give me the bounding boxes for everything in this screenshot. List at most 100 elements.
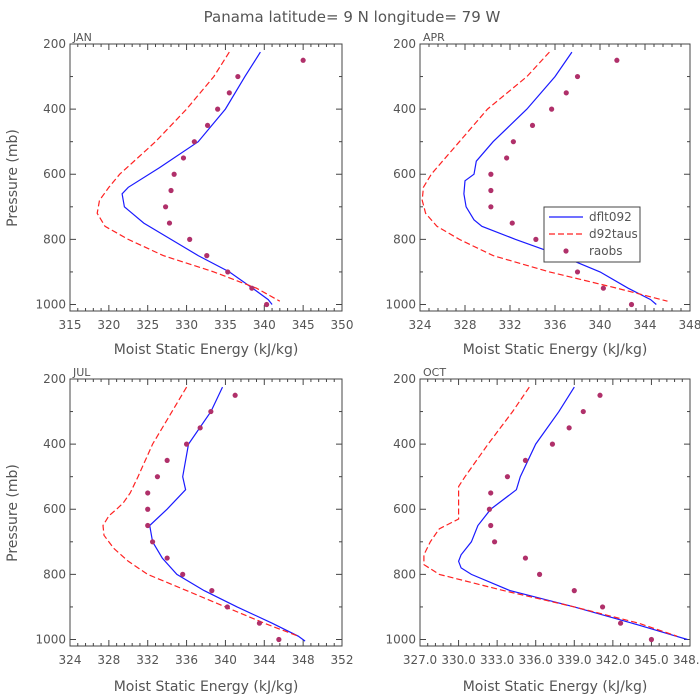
- raobs-point: [197, 425, 203, 431]
- raobs-point: [180, 571, 186, 577]
- raobs-point: [209, 588, 215, 594]
- panel-jan: JAN 315 320 325 330 335 340 345 350 200 400 600 800…: [5, 31, 353, 358]
- raobs-point: [145, 522, 151, 529]
- dflt092-line: [463, 51, 657, 305]
- legend: dflt092 d92taus raobs: [543, 206, 641, 263]
- raobs-point: [154, 474, 161, 480]
- raobs-point: [180, 155, 187, 161]
- tick-layer: 327.0 330.0 333.0 336.0 339.0 342.0 345.0 348.0…: [385, 372, 700, 667]
- raobs-point: [522, 457, 529, 464]
- raobs-point: [145, 506, 151, 512]
- series-layer: [96, 51, 306, 308]
- panel-apr: APR 324 328 332 336 340 344 348 200 400 600 800 100…: [385, 31, 700, 358]
- plot-frame: [69, 43, 343, 312]
- x-tick-label: 328: [97, 653, 120, 667]
- legend-swatch-raobs: [563, 248, 569, 254]
- y-axis-label: Pressure (mb): [5, 464, 21, 562]
- raobs-point: [224, 604, 230, 610]
- d92taus-line: [96, 51, 281, 302]
- plot-frame: [419, 378, 691, 647]
- x-axis-label: Moist Static Energy (kJ/kg): [114, 679, 299, 695]
- y-tick-label: 1000: [35, 297, 66, 311]
- y-tick-label: 600: [43, 502, 66, 516]
- d92taus-line: [423, 386, 678, 637]
- d92taus-line: [102, 386, 299, 637]
- x-tick-label: 332: [136, 653, 159, 667]
- legend-label-raobs: raobs: [589, 244, 623, 258]
- raobs-point: [563, 90, 569, 96]
- raobs-point: [580, 408, 586, 415]
- raobs-point: [187, 236, 193, 242]
- raobs-point: [486, 506, 493, 512]
- x-tick-label: 320: [97, 318, 120, 332]
- raobs-point: [145, 490, 151, 496]
- raobs-point: [166, 220, 173, 226]
- x-tick-label: 348.0: [673, 653, 700, 667]
- x-tick-label: 344: [253, 653, 276, 667]
- raobs-point: [488, 204, 494, 210]
- raobs-point: [226, 90, 232, 96]
- panel-title: JAN: [72, 31, 92, 44]
- raobs-point: [183, 441, 190, 447]
- y-tick-label: 800: [393, 232, 416, 246]
- raobs-point: [488, 490, 494, 496]
- dflt092-line: [149, 386, 306, 642]
- x-tick-label: 325: [136, 318, 159, 332]
- x-tick-label: 344: [634, 318, 657, 332]
- y-tick-label: 1000: [35, 632, 66, 646]
- raobs-point: [549, 441, 556, 447]
- x-axis-label: Moist Static Energy (kJ/kg): [463, 342, 648, 358]
- y-tick-label: 800: [43, 567, 66, 581]
- y-tick-label: 800: [43, 232, 66, 246]
- y-tick-label: 200: [393, 372, 416, 386]
- raobs-point: [208, 408, 214, 415]
- raobs-point: [574, 269, 581, 275]
- x-tick-label: 348: [679, 318, 700, 332]
- raobs-point: [225, 269, 231, 275]
- raobs-point: [504, 474, 511, 480]
- x-tick-label: 340: [589, 318, 612, 332]
- x-tick-label: 324: [59, 653, 82, 667]
- x-tick-label: 330: [175, 318, 198, 332]
- x-tick-label: 336.0: [519, 653, 553, 667]
- x-tick-label: 333.0: [480, 653, 514, 667]
- raobs-point: [522, 555, 529, 561]
- x-tick-label: 345.0: [634, 653, 668, 667]
- raobs-point: [215, 106, 221, 112]
- raobs-point: [162, 204, 169, 210]
- panel-title: OCT: [423, 366, 446, 379]
- raobs-point: [164, 555, 170, 561]
- raobs-point: [171, 171, 177, 177]
- raobs-point: [264, 301, 270, 308]
- x-tick-label: 340: [214, 653, 237, 667]
- panel-title: JUL: [72, 366, 91, 379]
- x-tick-label: 342.0: [596, 653, 630, 667]
- x-tick-label: 328: [454, 318, 477, 332]
- y-tick-label: 600: [393, 167, 416, 181]
- x-tick-label: 324: [409, 318, 432, 332]
- panel-jul: JUL 324 328 332 336 340 344 348 352 200 400 600 800…: [5, 366, 353, 695]
- y-tick-label: 600: [43, 167, 66, 181]
- x-tick-label: 340: [253, 318, 276, 332]
- raobs-point: [488, 187, 494, 194]
- tick-layer: 324 328 332 336 340 344 348 200 400 600 800 1000: [385, 37, 700, 332]
- plot-frame: [69, 378, 343, 647]
- panel-oct: OCT 327.0 330.0 333.0 336.0 339.0 342.0 345.0 3…: [385, 366, 700, 695]
- raobs-point: [628, 301, 635, 308]
- y-tick-label: 400: [393, 437, 416, 451]
- y-tick-label: 400: [393, 102, 416, 116]
- plot-frame: [419, 43, 691, 312]
- tick-layer: 324 328 332 336 340 344 348 352 200 400 600 800 1000: [35, 372, 353, 667]
- legend-label-dflt092: dflt092: [589, 210, 632, 224]
- x-tick-label: 330.0: [441, 653, 475, 667]
- panel-title: APR: [423, 31, 445, 44]
- raobs-point: [300, 57, 306, 63]
- raobs-point: [204, 122, 211, 129]
- raobs-point: [510, 139, 516, 145]
- series-layer: [102, 386, 306, 643]
- raobs-point: [249, 285, 255, 291]
- x-tick-label: 345: [292, 318, 315, 332]
- x-tick-label: 332: [499, 318, 522, 332]
- raobs-point: [571, 588, 577, 594]
- raobs-point: [614, 57, 620, 63]
